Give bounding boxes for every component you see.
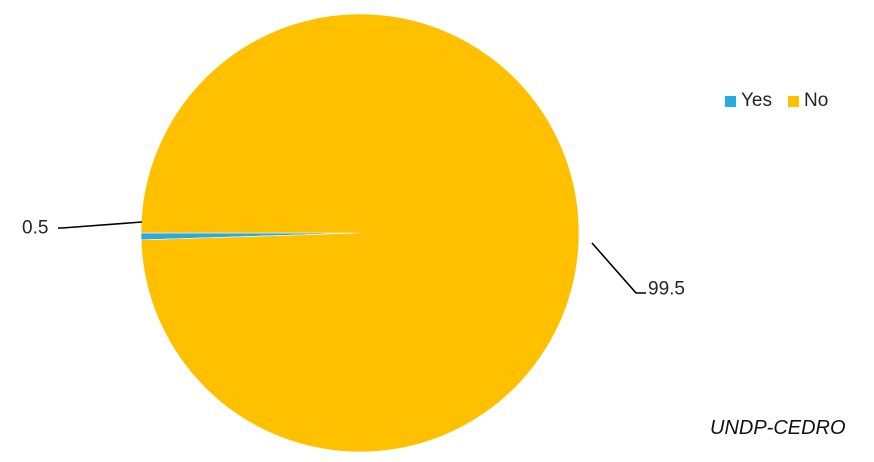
- data-label-yes: 0.5: [22, 218, 48, 239]
- source-note: UNDP-CEDRO: [710, 417, 846, 439]
- legend-swatch-no: [788, 95, 799, 107]
- legend-swatch-yes: [725, 95, 736, 107]
- data-label-no: 99.5: [648, 279, 685, 300]
- legend-item-no: No: [788, 90, 828, 112]
- legend-label-yes: Yes: [741, 90, 772, 111]
- pie-slice-no: [140, 13, 580, 453]
- legend-item-yes: Yes: [725, 90, 772, 112]
- leader-line-yes: [58, 221, 143, 229]
- legend: Yes No: [725, 90, 844, 112]
- leader-line-no: [591, 242, 646, 294]
- legend-label-no: No: [804, 90, 829, 111]
